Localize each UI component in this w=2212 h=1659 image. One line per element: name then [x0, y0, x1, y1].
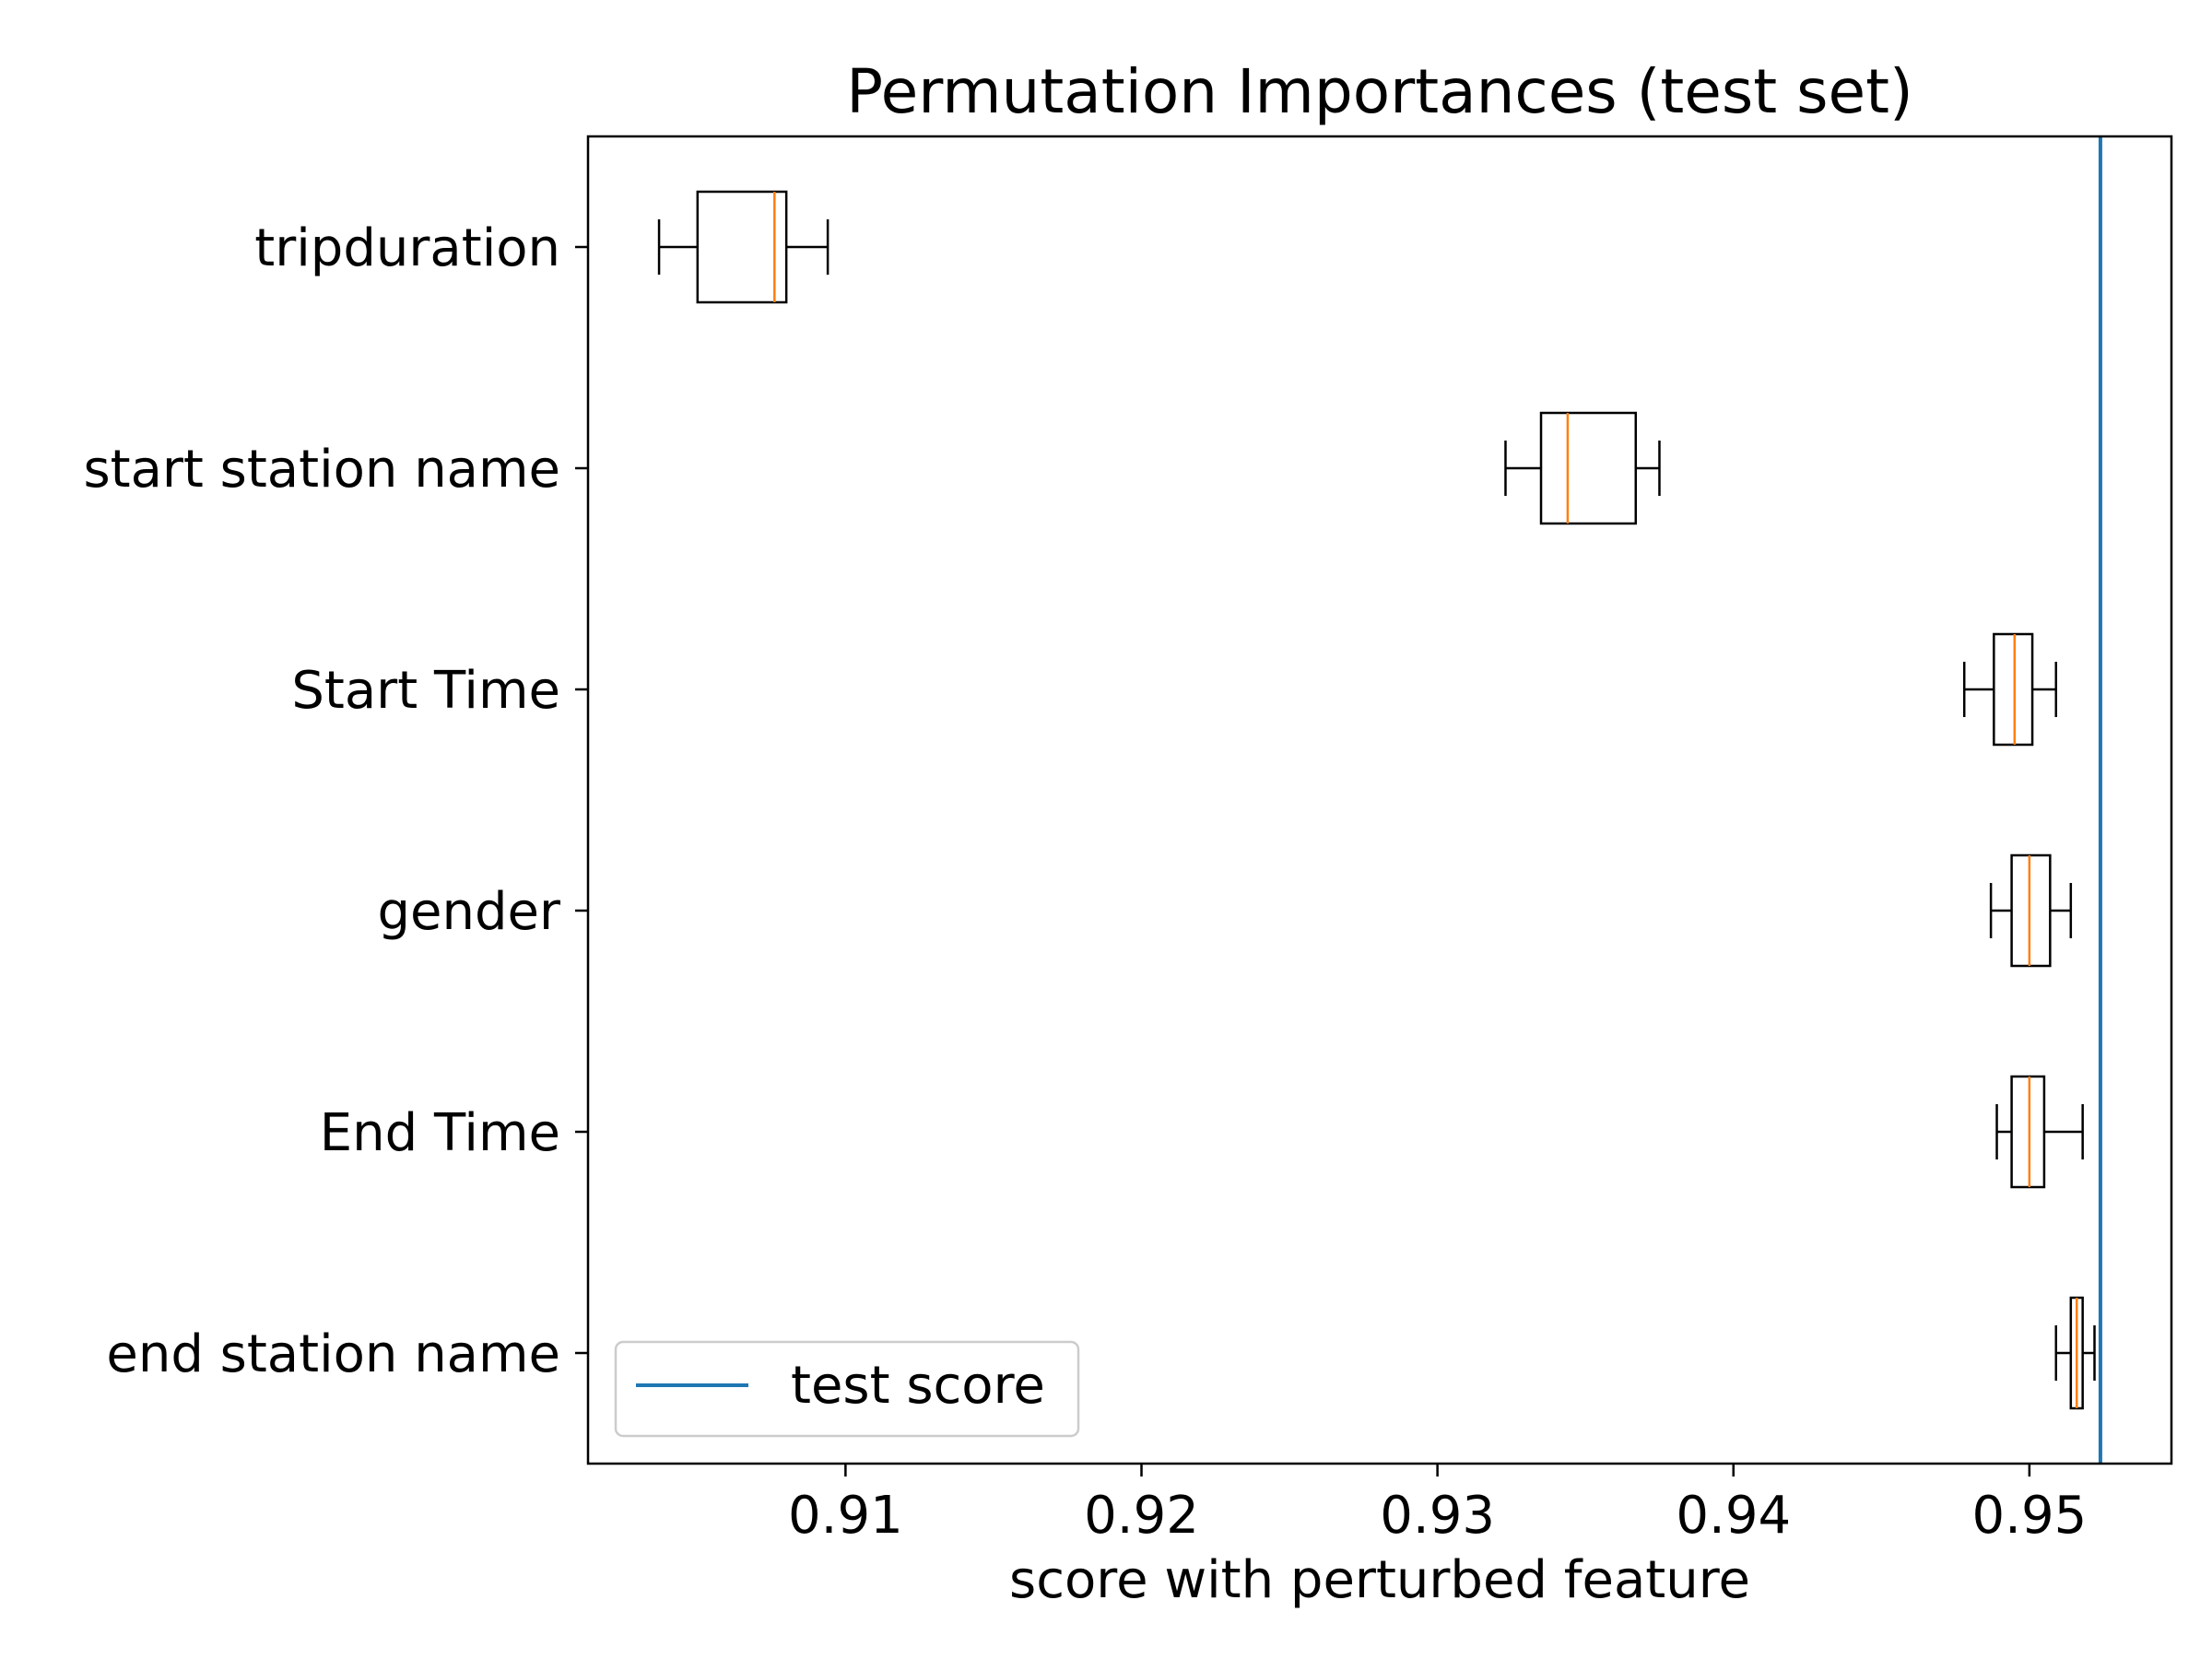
y-tick-label-end-station-name: end station name: [106, 1324, 560, 1384]
y-tick-label-end-time: End Time: [320, 1103, 560, 1163]
x-tick-label-0.92: 0.92: [1084, 1486, 1199, 1546]
box-end-time: [1995, 1075, 2084, 1189]
iqr-box-start-time: [1993, 632, 2034, 747]
y-tick-label-tripduration: tripduration: [254, 218, 560, 278]
x-tick-label-0.91: 0.91: [788, 1486, 903, 1546]
box-end-station-name: [2054, 1296, 2096, 1410]
plot-frame: [586, 135, 2173, 1465]
iqr-box-end-time: [2010, 1075, 2046, 1189]
legend: test score: [614, 1340, 1080, 1438]
x-tick-label-0.95: 0.95: [1972, 1486, 2088, 1546]
x-tick-label-0.94: 0.94: [1676, 1486, 1791, 1546]
legend-frame: [614, 1340, 1080, 1438]
legend-label-test-score: test score: [791, 1356, 1045, 1416]
box-start-station-name: [1504, 411, 1661, 525]
box-start-time: [1962, 632, 2058, 747]
box-tripduration: [657, 190, 830, 304]
x-axis-label: score with perturbed feature: [1009, 1550, 1750, 1610]
iqr-box-tripduration: [696, 190, 788, 304]
iqr-box-start-station-name: [1539, 411, 1638, 525]
y-tick-label-start-station-name: start station name: [83, 440, 560, 500]
y-tick-label-start-time: Start Time: [291, 661, 560, 721]
y-axis: tripduration start station name Start Time…: [83, 218, 588, 1384]
box-gender: [1989, 853, 2073, 968]
iqr-box-gender: [2010, 853, 2052, 968]
y-tick-label-gender: gender: [377, 882, 560, 942]
boxes-layer: [657, 190, 2096, 1410]
x-tick-label-0.93: 0.93: [1380, 1486, 1495, 1546]
chart-title: Permutation Importances (test set): [846, 56, 1913, 127]
x-axis: 0.91 0.92 0.93 0.94 0.95: [788, 1464, 2087, 1546]
